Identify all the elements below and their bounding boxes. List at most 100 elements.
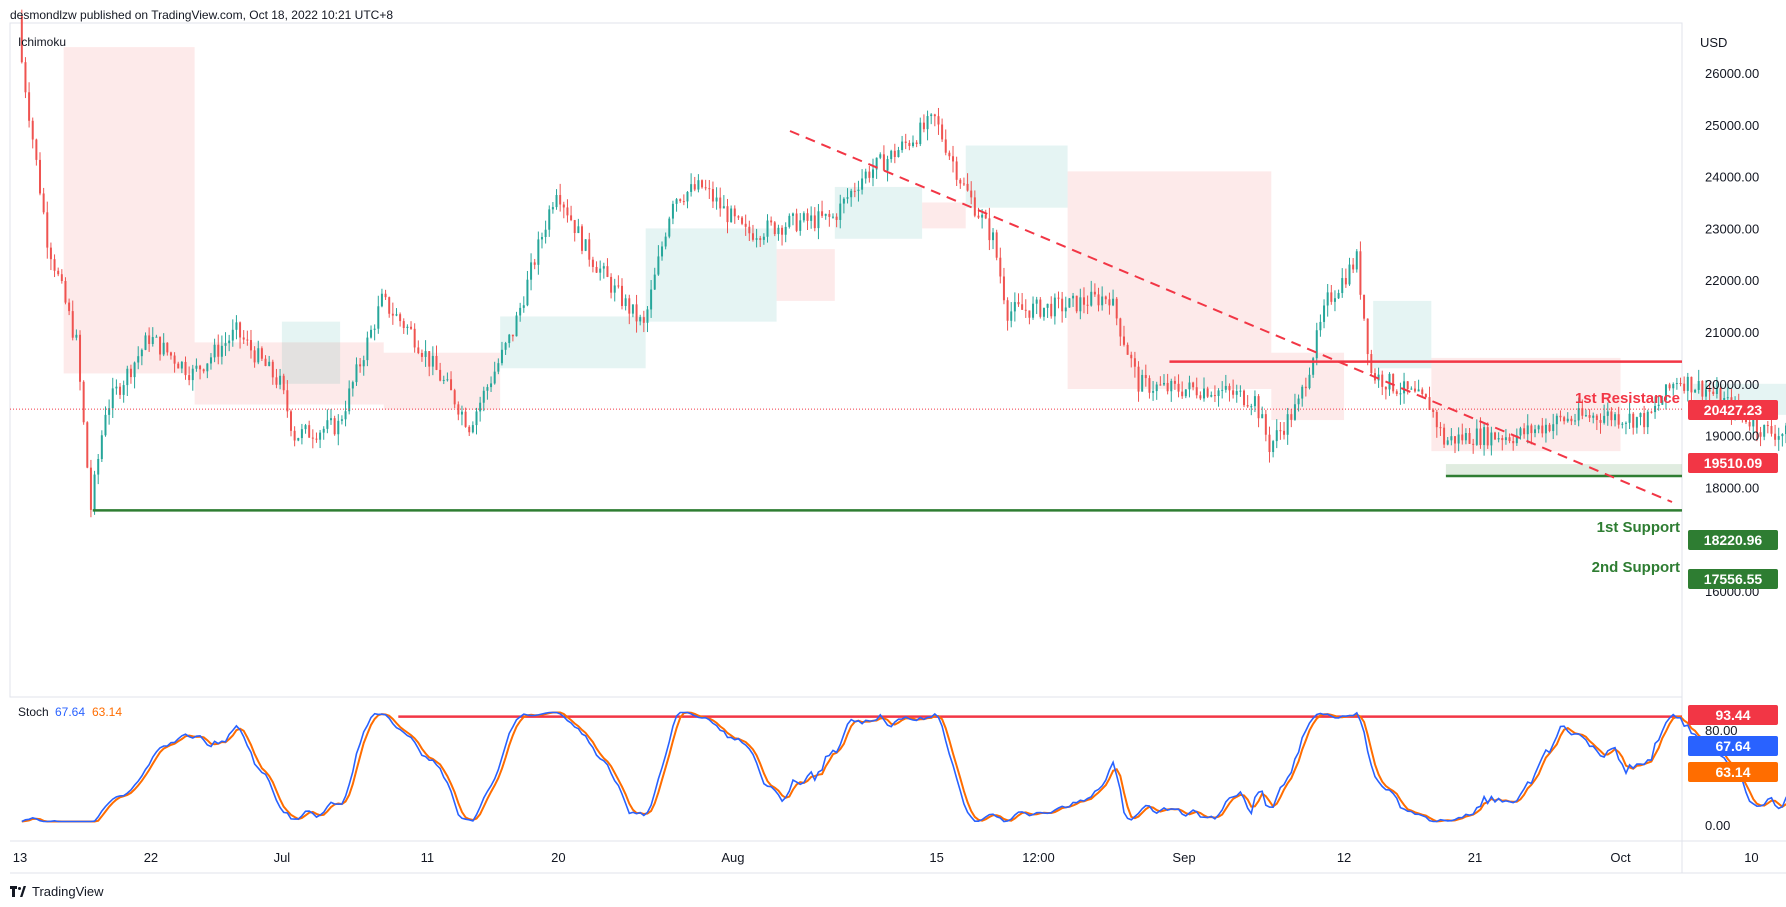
footer-brand: TradingView bbox=[32, 884, 104, 899]
candle bbox=[464, 407, 467, 428]
candle bbox=[20, 9, 23, 64]
resistance-badge: 20427.23 bbox=[1688, 400, 1778, 420]
candle bbox=[1130, 351, 1133, 368]
candle bbox=[850, 188, 853, 207]
candle bbox=[1635, 416, 1638, 434]
stoch-d-badge-value: 63.14 bbox=[1715, 764, 1750, 780]
candle bbox=[1413, 381, 1416, 393]
candle bbox=[446, 372, 449, 382]
candle bbox=[24, 57, 27, 99]
price-axis-label: 24000.00 bbox=[1705, 170, 1759, 185]
time-axis-label: 20 bbox=[551, 850, 565, 865]
candle bbox=[890, 149, 893, 163]
candle bbox=[122, 380, 125, 403]
candle bbox=[1330, 284, 1333, 305]
stoch-axis-label-80: 80.00 bbox=[1705, 723, 1738, 738]
candle bbox=[828, 210, 831, 227]
candle bbox=[1337, 289, 1340, 299]
candle bbox=[1497, 432, 1500, 443]
candle bbox=[1024, 299, 1027, 318]
candle bbox=[639, 314, 642, 326]
candle bbox=[1028, 310, 1031, 325]
candle bbox=[1712, 382, 1715, 396]
candle bbox=[1494, 431, 1497, 441]
candle bbox=[1483, 422, 1486, 456]
candle bbox=[1479, 417, 1482, 449]
candle bbox=[948, 150, 951, 161]
candle bbox=[1119, 317, 1122, 346]
candle bbox=[784, 222, 787, 243]
candle bbox=[635, 294, 638, 333]
current-price-badge: 19510.09 bbox=[1688, 453, 1778, 473]
candle bbox=[31, 117, 34, 149]
candle bbox=[148, 327, 151, 352]
resistance-label: 1st Resistance bbox=[1575, 390, 1680, 407]
candle bbox=[268, 355, 271, 367]
candle bbox=[1184, 389, 1187, 399]
candle bbox=[362, 355, 365, 376]
candle bbox=[766, 214, 769, 243]
candle bbox=[1774, 424, 1777, 447]
candle bbox=[1075, 295, 1078, 314]
time-axis-label: Oct bbox=[1610, 850, 1631, 865]
candle bbox=[1704, 380, 1707, 401]
price-axis-label: 19000.00 bbox=[1705, 429, 1759, 444]
candle bbox=[1304, 377, 1307, 397]
candle bbox=[1264, 409, 1267, 442]
candle bbox=[1097, 287, 1100, 312]
support2-label: 2nd Support bbox=[1592, 559, 1680, 576]
candle bbox=[1523, 423, 1526, 439]
candle bbox=[1126, 342, 1129, 355]
candle bbox=[926, 110, 929, 141]
candle bbox=[846, 188, 849, 204]
candle bbox=[188, 366, 191, 386]
candle bbox=[1319, 314, 1322, 337]
cloud-segment bbox=[383, 352, 501, 410]
candle bbox=[791, 212, 794, 226]
candle bbox=[1141, 369, 1144, 392]
candle bbox=[1053, 293, 1056, 325]
candle bbox=[1501, 435, 1504, 451]
candle bbox=[580, 224, 583, 255]
candle bbox=[108, 399, 111, 425]
candle bbox=[1152, 381, 1155, 401]
candle bbox=[613, 278, 616, 302]
candle bbox=[399, 312, 402, 327]
candle bbox=[1599, 413, 1602, 434]
candle bbox=[1170, 378, 1173, 402]
candle bbox=[1508, 433, 1511, 444]
cloud-segment bbox=[194, 342, 384, 405]
candle bbox=[344, 400, 347, 427]
time-axis-label: 12 bbox=[1337, 850, 1351, 865]
candle bbox=[1461, 423, 1464, 445]
candle bbox=[842, 197, 845, 214]
footer[interactable]: TradingView bbox=[10, 884, 104, 899]
candle bbox=[1624, 421, 1627, 435]
candle bbox=[1366, 318, 1369, 366]
candle bbox=[1384, 386, 1387, 400]
cloud-segment bbox=[645, 228, 777, 322]
stoch-d-badge: 63.14 bbox=[1688, 762, 1778, 782]
candle bbox=[86, 421, 89, 469]
candle bbox=[217, 334, 220, 365]
candle bbox=[471, 421, 474, 434]
stoch-level-badge: 93.44 bbox=[1688, 705, 1778, 725]
candle bbox=[533, 258, 536, 270]
candle bbox=[893, 143, 896, 164]
candle bbox=[857, 180, 860, 202]
cloud-segment bbox=[63, 47, 195, 374]
candle bbox=[941, 118, 944, 142]
candle bbox=[260, 346, 263, 362]
candle bbox=[1675, 377, 1678, 390]
candle bbox=[180, 360, 183, 374]
price-axis-label: 23000.00 bbox=[1705, 221, 1759, 236]
candle bbox=[1763, 424, 1766, 441]
candle bbox=[1654, 396, 1657, 419]
candle bbox=[224, 332, 227, 356]
candle bbox=[1475, 419, 1478, 446]
candle bbox=[206, 363, 209, 379]
candle bbox=[1133, 351, 1136, 378]
candle bbox=[853, 182, 856, 198]
stoch-k-badge-value: 67.64 bbox=[1715, 738, 1750, 754]
